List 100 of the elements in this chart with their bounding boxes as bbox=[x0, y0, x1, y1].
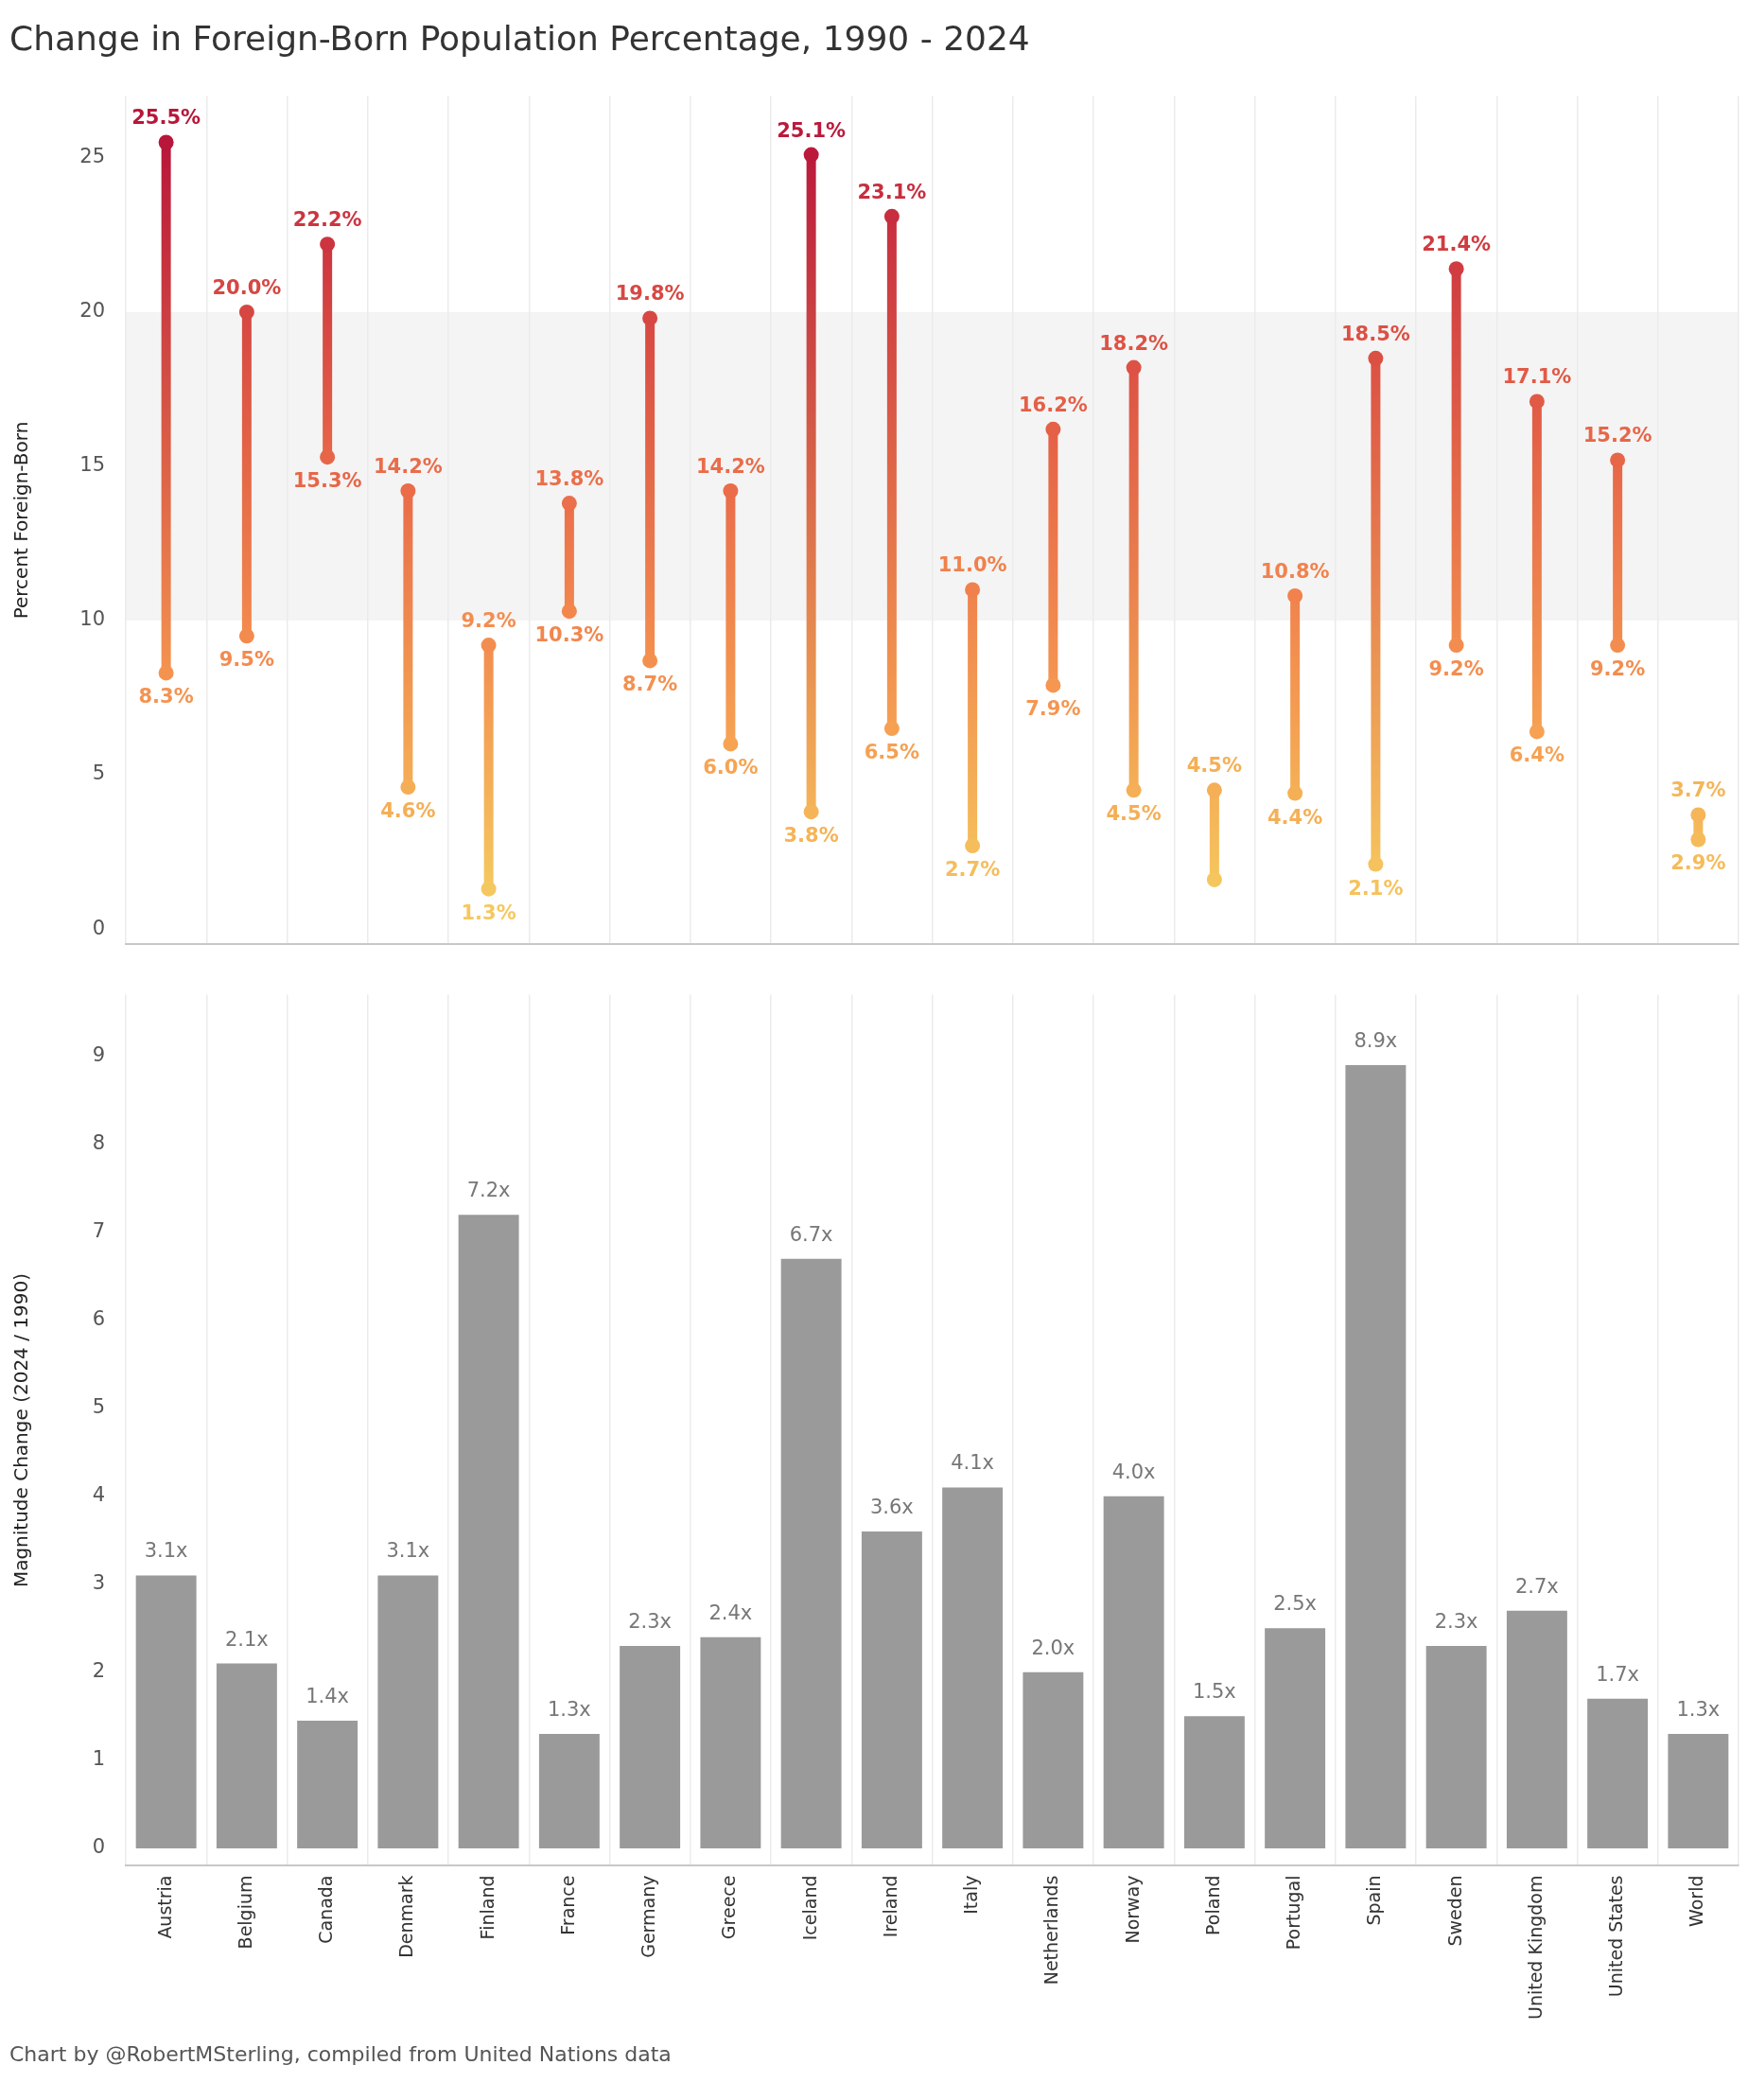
bar bbox=[377, 1575, 439, 1848]
x-tick-label: Italy bbox=[960, 1875, 982, 1915]
point bbox=[1529, 724, 1545, 740]
data-label: 6.4% bbox=[1509, 744, 1564, 767]
bar bbox=[135, 1575, 197, 1848]
bar bbox=[780, 1258, 842, 1848]
point bbox=[1126, 359, 1142, 376]
data-label: 7.9% bbox=[1025, 697, 1081, 721]
bar bbox=[700, 1636, 761, 1848]
bar bbox=[1668, 1733, 1729, 1848]
x-tick-label: Finland bbox=[476, 1875, 498, 1940]
data-label: 9.2% bbox=[1590, 657, 1646, 681]
bar bbox=[216, 1663, 277, 1848]
point bbox=[158, 665, 174, 681]
data-label: 18.2% bbox=[1099, 331, 1169, 355]
point bbox=[1610, 452, 1626, 468]
x-tick-label: France bbox=[556, 1875, 578, 1935]
point bbox=[320, 449, 336, 465]
point bbox=[642, 310, 658, 326]
data-label: 9.2% bbox=[1428, 657, 1484, 681]
point bbox=[1206, 782, 1222, 798]
bar bbox=[1023, 1671, 1084, 1848]
point bbox=[883, 208, 900, 224]
y-tick-label: 2 bbox=[92, 1659, 105, 1683]
data-label: 3.1x bbox=[386, 1539, 430, 1563]
bar bbox=[297, 1721, 358, 1848]
data-label: 10.3% bbox=[534, 623, 604, 647]
point bbox=[1448, 261, 1464, 277]
point bbox=[965, 582, 981, 598]
data-label: 4.4% bbox=[1267, 805, 1323, 829]
data-label: 9.5% bbox=[218, 648, 274, 672]
data-label: 1.4x bbox=[306, 1684, 350, 1707]
y-tick-label: 15 bbox=[79, 453, 105, 477]
bar bbox=[538, 1733, 600, 1848]
data-label: 1.5x bbox=[1192, 1680, 1236, 1704]
data-label: 1.3x bbox=[1676, 1697, 1721, 1721]
bar bbox=[1265, 1628, 1326, 1848]
point bbox=[481, 881, 497, 897]
bar bbox=[1587, 1698, 1649, 1848]
data-label: 18.5% bbox=[1340, 322, 1410, 345]
data-label: 2.1% bbox=[1348, 876, 1404, 900]
x-tick-label: Norway bbox=[1121, 1875, 1143, 1944]
y-tick-label: 3 bbox=[92, 1571, 105, 1595]
data-label: 3.8% bbox=[783, 824, 839, 848]
x-tick-label: Spain bbox=[1363, 1875, 1385, 1926]
x-tick-label: Greece bbox=[718, 1875, 740, 1940]
bar bbox=[620, 1645, 681, 1848]
point bbox=[400, 779, 416, 796]
data-label: 14.2% bbox=[373, 454, 443, 478]
point bbox=[561, 496, 577, 512]
chart-title: Change in Foreign-Born Population Percentage, 1990 - 2024 bbox=[9, 18, 1031, 60]
y-axis-title: Magnitude Change (2024 / 1990) bbox=[9, 1272, 33, 1588]
point bbox=[1045, 421, 1061, 437]
point bbox=[1448, 638, 1464, 654]
point bbox=[1045, 677, 1061, 693]
x-tick-label: United States bbox=[1605, 1875, 1627, 1998]
data-label: 4.6% bbox=[380, 799, 436, 823]
x-tick-label: Sweden bbox=[1443, 1875, 1465, 1947]
data-label: 2.0x bbox=[1031, 1636, 1075, 1659]
point bbox=[723, 736, 739, 752]
bar bbox=[1103, 1496, 1164, 1848]
data-label: 3.7% bbox=[1670, 779, 1726, 802]
point bbox=[158, 134, 174, 150]
data-label: 19.8% bbox=[615, 282, 685, 306]
point bbox=[1529, 394, 1545, 410]
data-label: 17.1% bbox=[1502, 365, 1572, 389]
point bbox=[803, 804, 819, 820]
point bbox=[320, 236, 336, 253]
x-tick-label: Iceland bbox=[798, 1875, 820, 1941]
x-tick-label: Belgium bbox=[234, 1875, 255, 1950]
point bbox=[1368, 856, 1384, 872]
data-label: 6.5% bbox=[864, 741, 919, 764]
data-label: 21.4% bbox=[1422, 233, 1492, 256]
bar bbox=[1345, 1065, 1407, 1848]
data-label: 2.5x bbox=[1273, 1592, 1318, 1616]
data-label: 15.2% bbox=[1582, 424, 1652, 447]
data-label: 25.1% bbox=[777, 118, 847, 142]
data-label: 1.3% bbox=[461, 901, 516, 924]
data-label: 2.9% bbox=[1670, 851, 1726, 875]
point bbox=[883, 721, 900, 737]
text: Chart by @RobertMSterling, compiled from United Nations data bbox=[9, 2041, 673, 2066]
x-tick-label: Denmark bbox=[395, 1875, 417, 1958]
x-tick-label: World bbox=[1686, 1875, 1707, 1927]
data-label: 10.8% bbox=[1260, 559, 1330, 583]
y-tick-label: 5 bbox=[92, 1395, 105, 1419]
data-label: 4.5% bbox=[1186, 754, 1242, 778]
data-label: 1.7x bbox=[1596, 1662, 1640, 1686]
data-label: 14.2% bbox=[695, 454, 765, 478]
y-tick-label: 8 bbox=[92, 1131, 105, 1155]
data-label: 4.0x bbox=[1111, 1460, 1156, 1483]
bar bbox=[1425, 1645, 1487, 1848]
data-label: 2.1x bbox=[224, 1627, 269, 1651]
data-label: 2.7x bbox=[1514, 1574, 1559, 1598]
bar bbox=[861, 1531, 922, 1848]
data-label: 8.9x bbox=[1354, 1028, 1398, 1052]
data-label: 8.3% bbox=[138, 685, 194, 709]
data-label: 22.2% bbox=[292, 208, 362, 232]
point bbox=[1287, 785, 1303, 801]
x-tick-label: United Kingdom bbox=[1524, 1875, 1546, 2021]
point bbox=[238, 628, 254, 644]
